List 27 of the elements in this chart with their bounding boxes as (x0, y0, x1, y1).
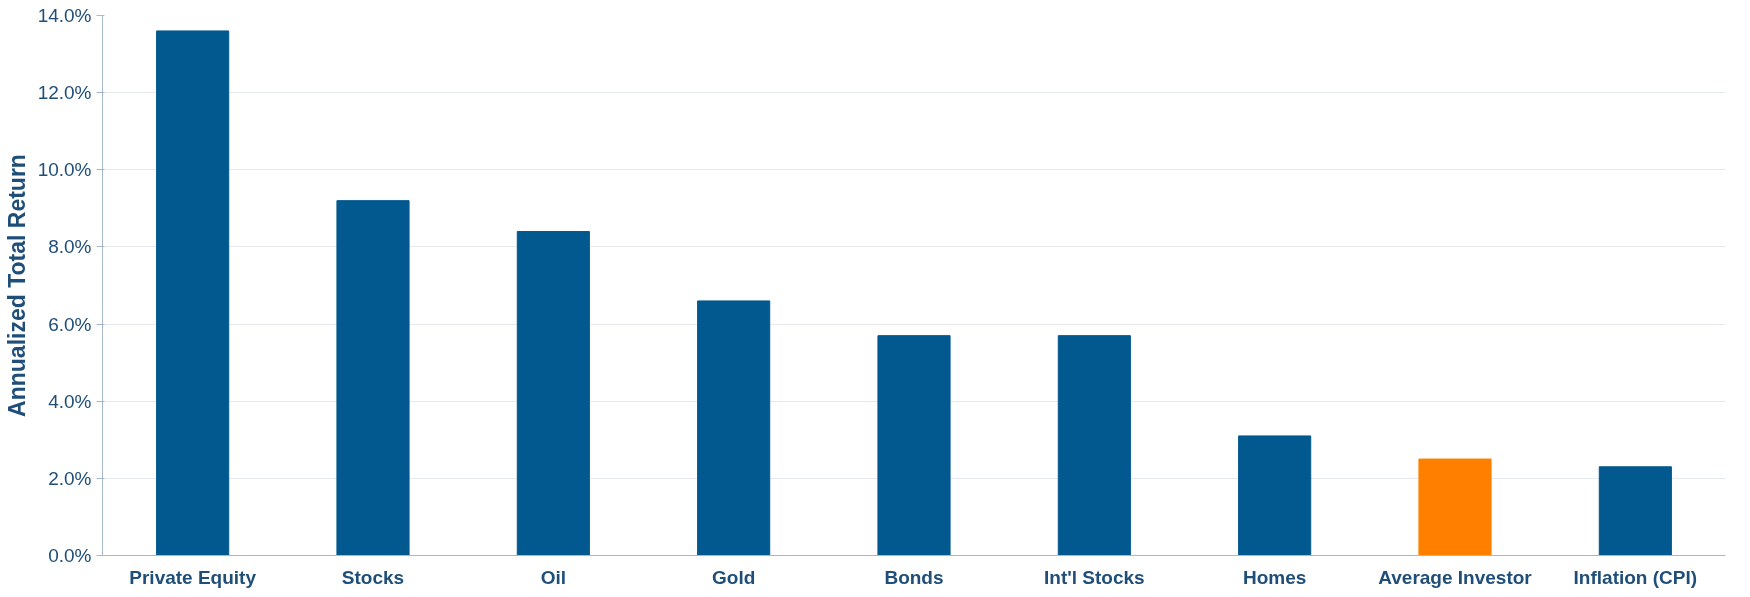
y-tick-label: 10.0% (37, 159, 92, 181)
x-tick-label: Bonds (884, 566, 944, 588)
bar (1418, 458, 1492, 556)
bar (877, 335, 951, 556)
x-tick-label: Gold (712, 566, 756, 588)
x-tick-label: Int'l Stocks (1044, 566, 1145, 588)
x-tick-label: Average Investor (1378, 566, 1533, 588)
bar (336, 200, 410, 556)
x-tick-label: Homes (1242, 566, 1307, 588)
bar (1598, 466, 1672, 556)
x-tick-label: Oil (540, 566, 567, 588)
y-tick-label: 12.0% (37, 82, 92, 104)
x-tick-label: Inflation (CPI) (1573, 566, 1698, 588)
bar (1057, 335, 1131, 556)
x-tick-label: Stocks (341, 566, 405, 588)
x-tick-label: Private Equity (129, 566, 257, 588)
bar (156, 30, 230, 556)
bar (1238, 435, 1312, 556)
y-tick-label: 0.0% (48, 545, 92, 566)
y-axis-title: Annualized Total Return (3, 154, 30, 417)
bar (516, 231, 590, 556)
bar (697, 300, 771, 556)
y-tick-label: 4.0% (48, 390, 92, 412)
y-tick-label: 14.0% (37, 5, 92, 26)
y-tick-label: 8.0% (48, 236, 92, 258)
y-tick-label: 2.0% (48, 467, 92, 489)
y-tick-label: 6.0% (48, 313, 92, 335)
